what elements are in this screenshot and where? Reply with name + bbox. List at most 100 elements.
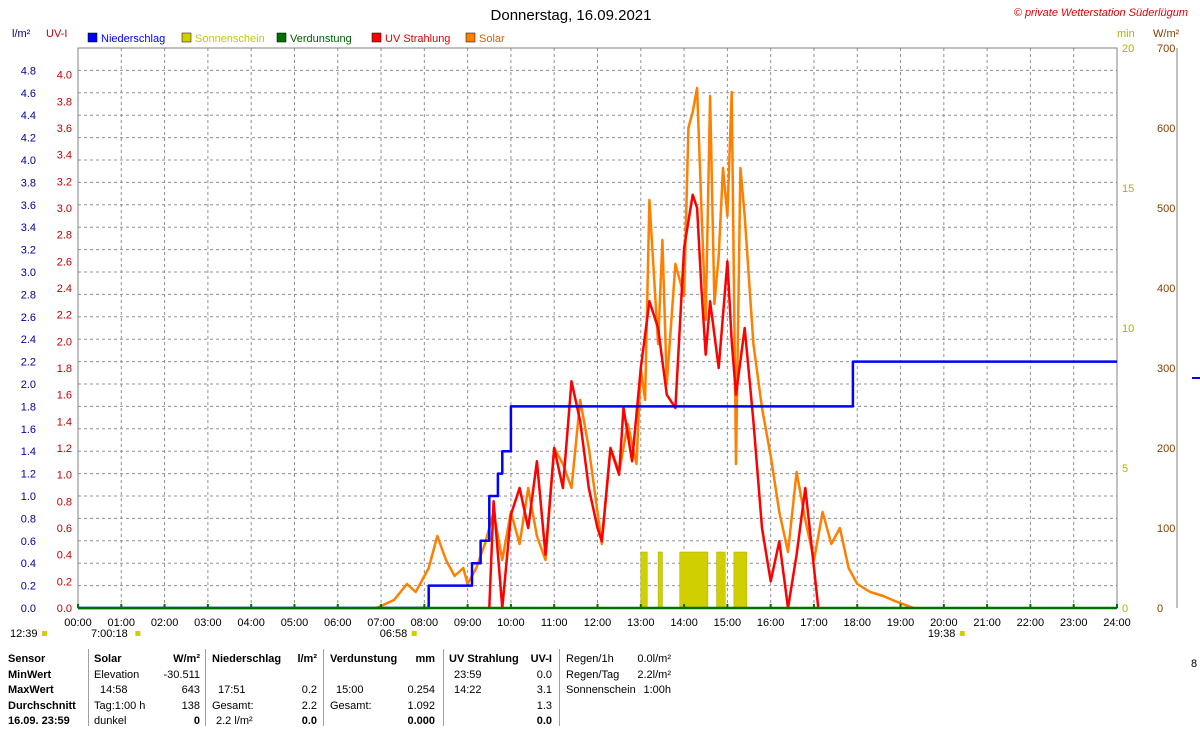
series-line-solar (376, 86, 914, 610)
series-lines (77, 86, 1118, 610)
uv-tick-label: 2.4 (57, 283, 72, 295)
precip-tick-label: 1.6 (21, 424, 36, 436)
evap-column: Verdunstung mm 15:00 0.254 Gesamt: 1.092 0.… (330, 652, 435, 730)
marker-label: 06:58 (380, 628, 408, 640)
marker-swatch (42, 631, 47, 636)
rain-summary: Regen/1h 0.0l/m² Regen/Tag 2.2l/m² Sonnens… (566, 652, 671, 699)
legend-label-4: Solar (479, 33, 505, 45)
precip-max-time: 17:51 (218, 684, 246, 696)
uv-tick-label: 3.2 (57, 176, 72, 188)
sensor-row-min: MinWert (8, 668, 52, 681)
x-tick-label: 16:00 (757, 617, 785, 629)
weather-chart: Donnerstag, 16.09.2021 © private Wetters… (10, 7, 1200, 640)
solar-min-value: -30.511 (163, 668, 201, 681)
legend-swatch-3 (371, 32, 382, 43)
sunshine-total-label: Sonnenschein (566, 684, 636, 696)
x-tick-label: 24:00 (1103, 617, 1131, 629)
sunshine-bar (679, 551, 709, 609)
solar-min-label: Elevation (94, 668, 140, 681)
uv-tick-label: 1.2 (57, 443, 72, 455)
x-tick-label: 00:00 (64, 617, 92, 629)
solar-header: Solar (94, 653, 122, 665)
uv-tick-label: 2.6 (57, 256, 72, 268)
sunshine-tick-label: 5 (1122, 463, 1128, 475)
grid (77, 47, 1178, 609)
marker-label: 19:38 (928, 628, 956, 640)
marker-label: 7:00:18 (91, 628, 128, 640)
precip-tick-label: 0.0 (21, 603, 36, 615)
sunshine-total-value: 1:00h (643, 684, 671, 696)
precip-tick-label: 3.0 (21, 267, 36, 279)
solar-tick-label: 100 (1157, 523, 1175, 535)
solar-unit-label: W/m² (1153, 28, 1180, 40)
uv-tick-label: 2.8 (57, 230, 72, 242)
uv-tick-label: 2.0 (57, 336, 72, 348)
solar-column: Solar W/m² Elevation -30.511 14:58 643 Tag:… (94, 652, 200, 730)
sunshine-unit-label: min (1117, 28, 1135, 40)
sunshine-bar (640, 551, 648, 609)
precip-tick-label: 2.0 (21, 379, 36, 391)
uv-tick-label: 0.4 (57, 550, 72, 562)
legend-swatch-0 (87, 32, 98, 43)
x-tick-label: 06:00 (324, 617, 352, 629)
uv-max-time: 14:22 (454, 684, 482, 696)
solar-tick-label: 200 (1157, 443, 1175, 455)
rain-1h-value: 0.0l/m² (637, 653, 671, 665)
uv-tick-label: 0.6 (57, 523, 72, 535)
x-tick-label: 22:00 (1017, 617, 1045, 629)
legend-swatch-2 (276, 32, 287, 43)
uv-min-time: 23:59 (454, 668, 482, 681)
uv-tick-label: 1.6 (57, 390, 72, 402)
rain-1h-label: Regen/1h (566, 653, 614, 665)
precip-tick-label: 3.2 (21, 245, 36, 257)
legend-swatch-4 (465, 32, 476, 43)
uv-tick-label: 2.2 (57, 310, 72, 322)
sunshine-tick-label: 10 (1122, 323, 1134, 335)
legend-label-3: UV Strahlung (385, 33, 450, 45)
solar-tick-label: 0 (1157, 603, 1163, 615)
x-tick-label: 20:00 (930, 617, 958, 629)
marker-swatch (959, 631, 965, 636)
series-line-niederschlag (78, 360, 1117, 610)
x-tick-label: 14:00 (670, 617, 698, 629)
solar-tick-label: 600 (1157, 123, 1175, 135)
precip-current-value: 0.0 (301, 715, 317, 727)
evap-unit: mm (415, 653, 435, 665)
x-tick-label: 08:00 (411, 617, 439, 629)
sunshine-bar (657, 551, 663, 609)
uv-tick-label: 3.8 (57, 96, 72, 108)
precip-tick-label: 3.4 (21, 222, 36, 234)
rain-day-value: 2.2l/m² (637, 668, 671, 681)
evap-current-value: 0.000 (407, 715, 435, 727)
sensor-column: Sensor MinWert MaxWert Durchschnitt 16.0… (8, 652, 76, 730)
precip-tick-label: 4.2 (21, 133, 36, 145)
evap-max-value: 0.254 (407, 684, 435, 696)
axes: 00:00 01:00 02:00 03:00 04:00 05:00 06:00 07:00… (21, 43, 1176, 629)
precip-max-value: 0.2 (301, 684, 317, 696)
sunshine-bars (640, 551, 748, 609)
precip-tick-label: 4.0 (21, 155, 36, 167)
marker-label: 12:39 (10, 628, 38, 640)
sunshine-bar (733, 551, 748, 609)
precip-tick-label: 1.4 (21, 446, 36, 458)
precip-tick-label: 4.6 (21, 88, 36, 100)
uv-tick-label: 1.8 (57, 363, 72, 375)
series-line-uv-strahlung (488, 193, 820, 610)
x-tick-label: 18:00 (843, 617, 871, 629)
uv-tick-label: 4.0 (57, 70, 72, 82)
solar-tick-label: 700 (1157, 43, 1175, 55)
sensor-row-max: MaxWert (8, 684, 54, 696)
legend-swatch-1 (181, 32, 192, 43)
precip-unit-label: l/m² (12, 28, 31, 40)
copyright-label: © private Wetterstation Süderlügum (1014, 7, 1188, 19)
solar-tick-label: 300 (1157, 363, 1175, 375)
precip-tick-label: 1.0 (21, 491, 36, 503)
solar-tick-label: 500 (1157, 203, 1175, 215)
x-tick-label: 15:00 (714, 617, 742, 629)
chart-title: Donnerstag, 16.09.2021 (491, 7, 652, 24)
precip-tick-label: 3.6 (21, 200, 36, 212)
x-tick-label: 02:00 (151, 617, 179, 629)
marker-swatch (411, 631, 417, 636)
uv-unit: UV-I (530, 653, 552, 665)
evap-total-label: Gesamt: (330, 699, 372, 712)
